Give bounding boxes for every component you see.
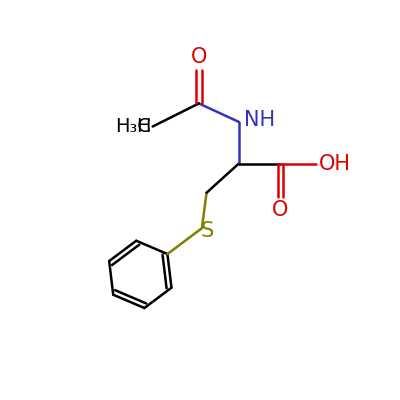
Text: H₃C: H₃C [115,117,151,136]
Text: OH: OH [319,154,351,174]
Text: H: H [137,117,151,136]
Text: O: O [191,47,207,67]
Text: S: S [201,221,214,241]
Text: NH: NH [244,110,275,130]
Text: O: O [272,200,289,220]
